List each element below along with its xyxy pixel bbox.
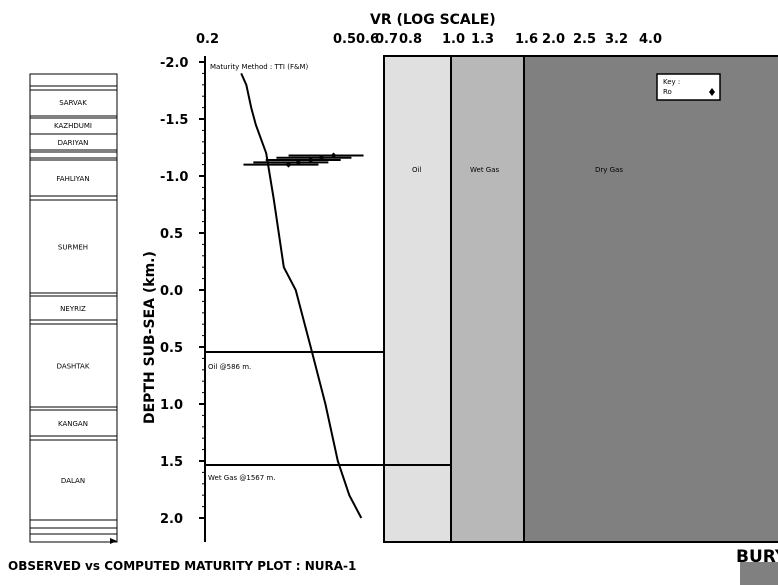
zone-wet-gas [450,55,525,543]
x-tick-label: 0.6 [356,32,379,47]
legend-title: Key : [663,78,680,86]
y-minor-ticks [202,72,205,508]
legend: Key : Ro [656,73,721,101]
observed-ro-points [243,152,364,168]
bury-logo: BURY [736,547,778,585]
oil-threshold-label: Oil @586 m. [208,363,251,371]
ro-point [330,152,337,159]
y-tick-labels: -2.0 -1.5 -1.0 0.5 0.0 0.5 1.0 1.5 2.0 [160,56,205,527]
formation-label: DARIYAN [58,139,89,147]
formation-label: DASHTAK [57,363,90,371]
wet-gas-threshold-label: Wet Gas @1567 m. [208,474,275,482]
x-tick-label: 0.7 [375,32,398,47]
zone-dry-gas [523,55,778,543]
y-tick-label: 0.5 [160,227,183,242]
formation-label: SURMEH [58,244,88,252]
x-tick-label: 4.0 [639,32,662,47]
formation-label: DALAN [61,477,85,485]
x-tick-label: 1.3 [471,32,494,47]
y-tick-label: 0.0 [160,284,183,299]
formation-column: SARVAK KAZHDUMI DARIYAN FAHLIYAN SURMEH NEYRI… [29,73,118,544]
legend-diamond-icon [709,88,715,96]
formation-label: KAZHDUMI [54,122,92,130]
x-tick-label: 0.8 [399,32,422,47]
chart-title: OBSERVED vs COMPUTED MATURITY PLOT : NUR… [8,559,356,573]
formation-label: NEYRIZ [60,305,86,313]
x-tick-label: 2.5 [573,32,596,47]
formation-label: KANGAN [58,420,88,428]
x-tick-label: 1.0 [442,32,465,47]
x-tick-label: 3.2 [605,32,628,47]
y-axis-title: DEPTH SUB-SEA (km.) [142,251,158,424]
y-tick-label: 1.5 [160,455,183,470]
y-tick-label: 2.0 [160,512,183,527]
x-tick-label: 2.0 [542,32,565,47]
computed-maturity-curve [240,72,363,519]
zone-label-dry-gas: Dry Gas [595,166,623,174]
y-tick-label: -1.0 [160,170,188,185]
formation-label: SARVAK [59,99,87,107]
y-tick-label: 1.0 [160,398,183,413]
zone-label-oil: Oil [412,166,421,174]
y-tick-label: 0.5 [160,341,183,356]
maturity-method-annotation: Maturity Method : TTI (F&M) [210,63,308,71]
x-tick-label: 1.6 [515,32,538,47]
logo-text: BURY [736,547,778,567]
zone-oil [383,55,452,543]
y-tick-label: -2.0 [160,56,188,71]
x-tick-label: 0.5 [333,32,356,47]
legend-item-ro: Ro [663,88,672,96]
x-tick-labels: 0.2 0.5 0.60.7 0.8 1.0 1.3 1.6 2.0 2.5 3.2 4.0 [196,32,662,47]
formation-label: FAHLIYAN [56,175,89,183]
arrow-icon [110,538,117,544]
x-tick-label: 0.2 [196,32,219,47]
zone-label-wet-gas: Wet Gas [470,166,500,174]
x-axis-title: VR (LOG SCALE) [370,12,496,28]
y-tick-label: -1.5 [160,113,188,128]
